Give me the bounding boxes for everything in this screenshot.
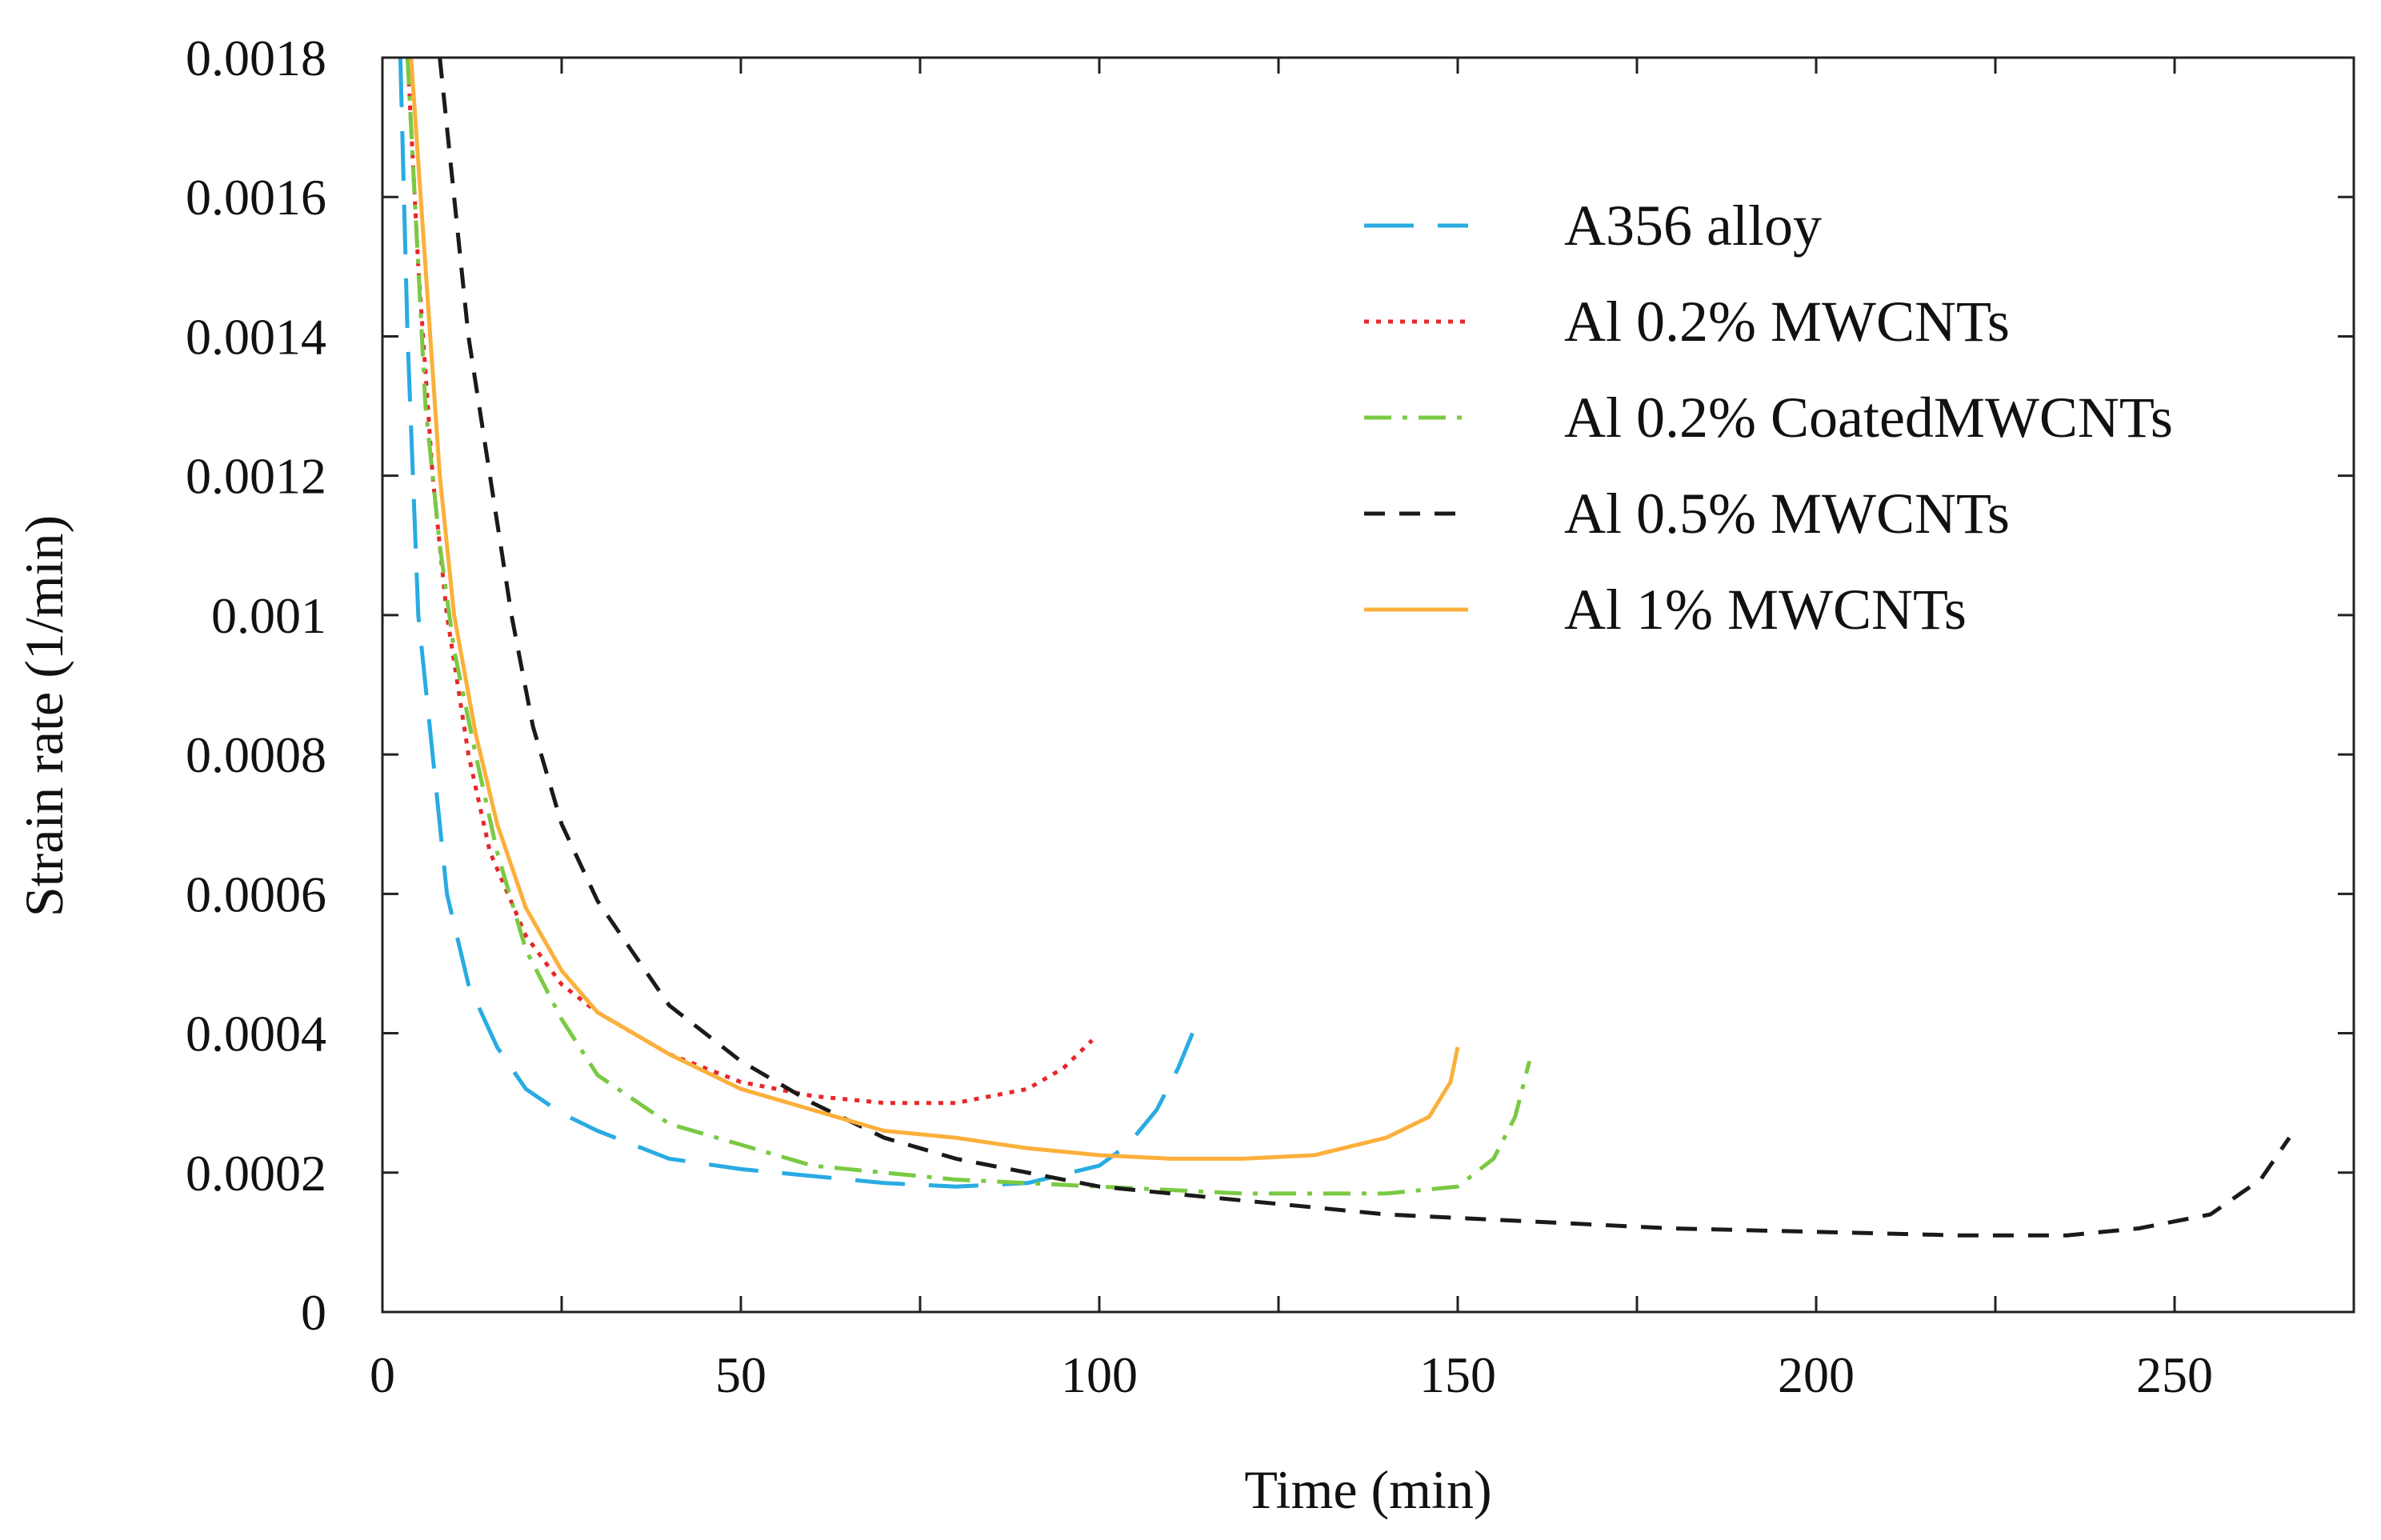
legend-label-2: Al 0.2% MWCNTs bbox=[1564, 290, 2010, 354]
axes-layer: 0 0.0002 0.0004 0.0006 0.0008 0.001 0.0012 0.00… bbox=[186, 30, 2355, 1403]
y-tick-label: 0.0016 bbox=[186, 169, 326, 226]
series-line-3 bbox=[405, 58, 1532, 1196]
legend: A356 alloy Al 0.2% MWCNTs Al 0.2% CoatedMW… bbox=[1364, 194, 2173, 642]
x-tick-label: 100 bbox=[1061, 1346, 1138, 1403]
x-axis-title: Time (min) bbox=[1244, 1459, 1491, 1520]
series-line-5 bbox=[409, 58, 1460, 1161]
x-tick-label: 150 bbox=[1419, 1346, 1496, 1403]
y-tick-label: 0 bbox=[301, 1284, 326, 1341]
y-tick-label: 0.0012 bbox=[186, 448, 326, 505]
y-tick-label: 0.0008 bbox=[186, 726, 326, 783]
x-tick-label: 50 bbox=[715, 1346, 766, 1403]
y-tick-label: 0.0006 bbox=[186, 866, 326, 922]
y-axis-title: Strain rate (1/min) bbox=[14, 515, 74, 917]
series-line-2 bbox=[405, 58, 1094, 1106]
y-tick-label: 0.0002 bbox=[186, 1145, 326, 1202]
legend-label-1: A356 alloy bbox=[1564, 194, 1822, 258]
legend-label-4: Al 0.5% MWCNTs bbox=[1564, 482, 2010, 546]
series-line-4 bbox=[438, 58, 2291, 1238]
x-tick-label: 0 bbox=[370, 1346, 395, 1403]
series-layer bbox=[398, 58, 2291, 1238]
x-tick-label: 250 bbox=[2136, 1346, 2213, 1403]
plot-frame bbox=[381, 56, 2355, 1314]
legend-label-3: Al 0.2% CoatedMWCNTs bbox=[1564, 386, 2173, 450]
legend-label-5: Al 1% MWCNTs bbox=[1564, 578, 1967, 642]
y-tick-label: 0.0014 bbox=[186, 308, 326, 365]
y-tick-label: 0.0004 bbox=[186, 1006, 326, 1062]
y-tick-label: 0.0018 bbox=[186, 30, 326, 86]
x-tick-label: 200 bbox=[1778, 1346, 1855, 1403]
series-line-1 bbox=[398, 58, 1195, 1189]
y-tick-label: 0.001 bbox=[211, 587, 326, 644]
